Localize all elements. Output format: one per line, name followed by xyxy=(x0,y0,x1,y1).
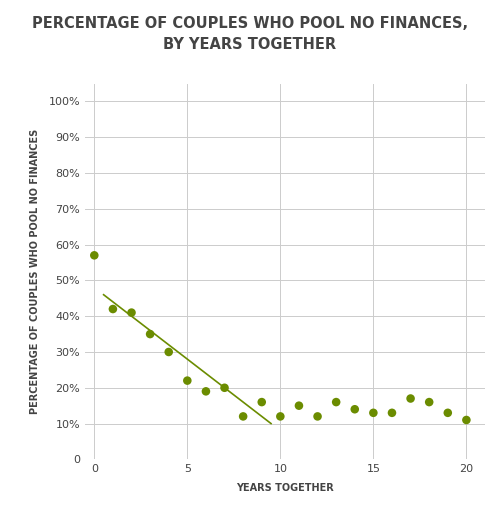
X-axis label: YEARS TOGETHER: YEARS TOGETHER xyxy=(236,482,334,493)
Point xyxy=(202,387,210,396)
Point xyxy=(406,394,414,402)
Point xyxy=(388,409,396,417)
Point xyxy=(332,398,340,406)
Point xyxy=(462,416,470,424)
Point xyxy=(164,348,172,356)
Point xyxy=(258,398,266,406)
Point xyxy=(109,305,117,313)
Y-axis label: PERCENTAGE OF COUPLES WHO POOL NO FINANCES: PERCENTAGE OF COUPLES WHO POOL NO FINANC… xyxy=(30,129,40,414)
Point xyxy=(184,376,192,385)
Point xyxy=(276,412,284,421)
Point xyxy=(314,412,322,421)
Point xyxy=(295,401,303,410)
Point xyxy=(370,409,378,417)
Text: PERCENTAGE OF COUPLES WHO POOL NO FINANCES,
BY YEARS TOGETHER: PERCENTAGE OF COUPLES WHO POOL NO FINANC… xyxy=(32,16,468,52)
Point xyxy=(351,405,359,413)
Point xyxy=(128,309,136,317)
Point xyxy=(425,398,433,406)
Point xyxy=(90,251,98,259)
Point xyxy=(220,384,228,392)
Point xyxy=(444,409,452,417)
Point xyxy=(146,330,154,338)
Point xyxy=(239,412,247,421)
